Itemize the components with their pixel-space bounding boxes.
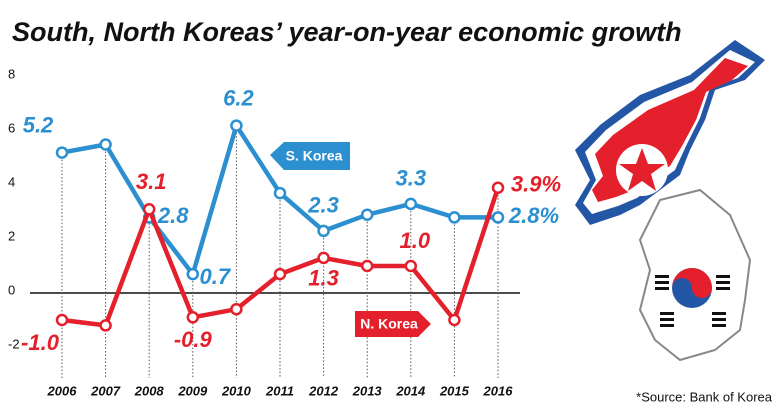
- point: [317, 224, 330, 238]
- point: [491, 211, 505, 224]
- point: [55, 313, 69, 327]
- data-label: 1.0: [400, 228, 431, 253]
- y-tick-label: -2: [8, 336, 20, 351]
- grid: [30, 125, 520, 378]
- y-tick-label: 4: [8, 174, 15, 189]
- x-tick-label: 2014: [395, 383, 426, 398]
- x-tick-label: 2008: [134, 383, 165, 398]
- point: [186, 267, 200, 281]
- data-label: -1.0: [21, 330, 60, 355]
- point: [448, 211, 461, 224]
- point: [360, 259, 374, 273]
- data-label: 2.3: [307, 193, 339, 218]
- point: [186, 311, 200, 324]
- x-tick-label: 2011: [265, 383, 294, 398]
- point: [273, 186, 287, 200]
- data-label: 1.3: [308, 266, 339, 291]
- point: [448, 313, 461, 327]
- point: [230, 302, 243, 316]
- data-label: 3.9%: [511, 172, 561, 197]
- source: *Source: Bank of Korea: [636, 389, 773, 404]
- x-tick-label: 2007: [90, 383, 121, 398]
- data-label: 0.7: [200, 264, 232, 289]
- y-tick-label: 2: [8, 228, 15, 243]
- x-tick-label: 2009: [177, 383, 208, 398]
- chart-title: South, North Koreas’ year-on-year econom…: [12, 17, 682, 47]
- x-tick-label: 2012: [308, 383, 339, 398]
- legend-box: [355, 311, 431, 337]
- point: [99, 138, 112, 151]
- labels: -2 0 2 4 6 8 2006 2007 2008 2009 2010 2011 2012 2013 2…: [8, 66, 561, 398]
- y-tick-label: 6: [8, 120, 15, 135]
- x-tick-label: 2013: [352, 383, 383, 398]
- point: [55, 146, 69, 159]
- point: [404, 197, 418, 211]
- data-label: 6.2: [223, 85, 254, 110]
- data-label: 3.3: [396, 166, 427, 191]
- data-label: 5.2: [23, 112, 54, 137]
- data-label: 3.1: [136, 169, 167, 194]
- point: [404, 259, 418, 273]
- x-tick-label: 2015: [439, 383, 470, 398]
- data-label: 2.8%: [508, 203, 559, 228]
- point: [273, 267, 287, 281]
- y-tick-label: 8: [8, 66, 15, 81]
- legend: S. Korea N. Korea: [270, 142, 431, 337]
- legend-box: [270, 142, 350, 170]
- legend-label: S. Korea: [286, 148, 343, 164]
- point: [230, 119, 243, 132]
- point: [491, 181, 505, 194]
- data-label: -0.9: [174, 327, 213, 352]
- point: [360, 208, 374, 221]
- point: [317, 251, 330, 265]
- x-tick-label: 2010: [221, 383, 252, 398]
- point: [142, 203, 156, 216]
- y-tick-label: 0: [8, 282, 15, 297]
- x-tick-label: 2006: [47, 383, 78, 398]
- x-tick-label: 2016: [483, 383, 514, 398]
- map-decoration: [575, 40, 765, 362]
- point: [99, 319, 112, 332]
- legend-label: N. Korea: [360, 316, 418, 332]
- lines: [55, 119, 505, 332]
- data-label: 2.8: [157, 203, 189, 228]
